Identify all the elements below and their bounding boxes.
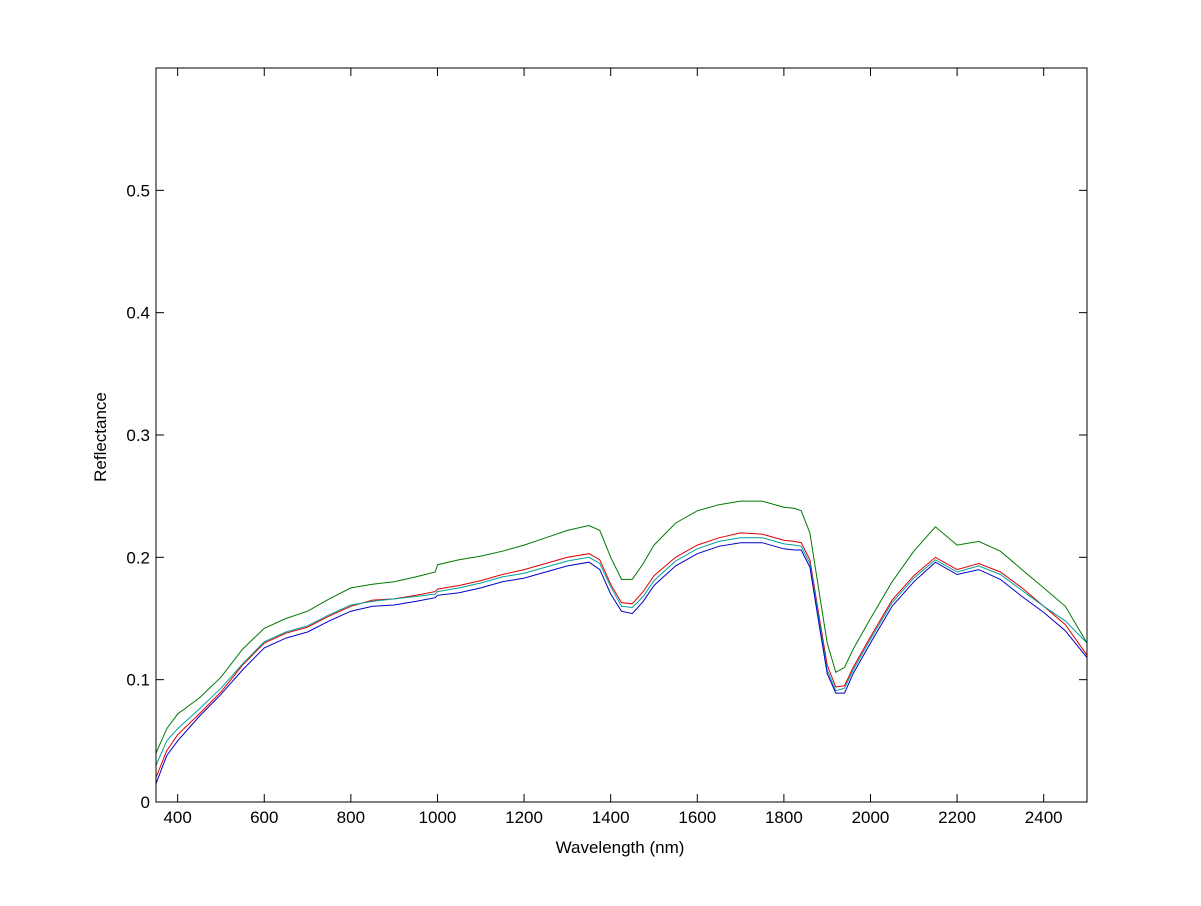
- y-tick-label-0.1: 0.1: [126, 671, 150, 690]
- x-tick-label-1000: 1000: [419, 808, 457, 827]
- axes-layer: 400 600 800 1000 1200 1400 1600 1800 2000 2200 240…: [126, 68, 1087, 827]
- x-tick-label-1200: 1200: [505, 808, 543, 827]
- series-line-1: [155, 500, 1088, 754]
- y-tick-label-0: 0: [141, 793, 150, 812]
- x-tick-label-600: 600: [250, 808, 278, 827]
- x-tick-label-1400: 1400: [592, 808, 630, 827]
- x-tick-label-1800: 1800: [765, 808, 803, 827]
- x-tick-label-2200: 2200: [938, 808, 976, 827]
- x-tick-label-2000: 2000: [852, 808, 890, 827]
- series-line-2: [155, 532, 1088, 778]
- y-tick-label-0.4: 0.4: [126, 304, 150, 323]
- x-tick-label-2400: 2400: [1025, 808, 1063, 827]
- y-axis-label: Reflectance: [91, 392, 110, 482]
- series-line-3: [155, 537, 1088, 766]
- x-axis-label: Wavelength (nm): [556, 838, 685, 857]
- y-tick-label-0.5: 0.5: [126, 181, 150, 200]
- x-tick-label-400: 400: [163, 808, 191, 827]
- y-tick-label-0.3: 0.3: [126, 426, 150, 445]
- series-line-4: [155, 542, 1088, 784]
- x-tick-label-800: 800: [337, 808, 365, 827]
- plot-area: [156, 68, 1087, 802]
- x-tick-label-1600: 1600: [678, 808, 716, 827]
- series-layer: [155, 500, 1088, 784]
- plot-frame: [155, 67, 1088, 803]
- y-tick-label-0.2: 0.2: [126, 548, 150, 567]
